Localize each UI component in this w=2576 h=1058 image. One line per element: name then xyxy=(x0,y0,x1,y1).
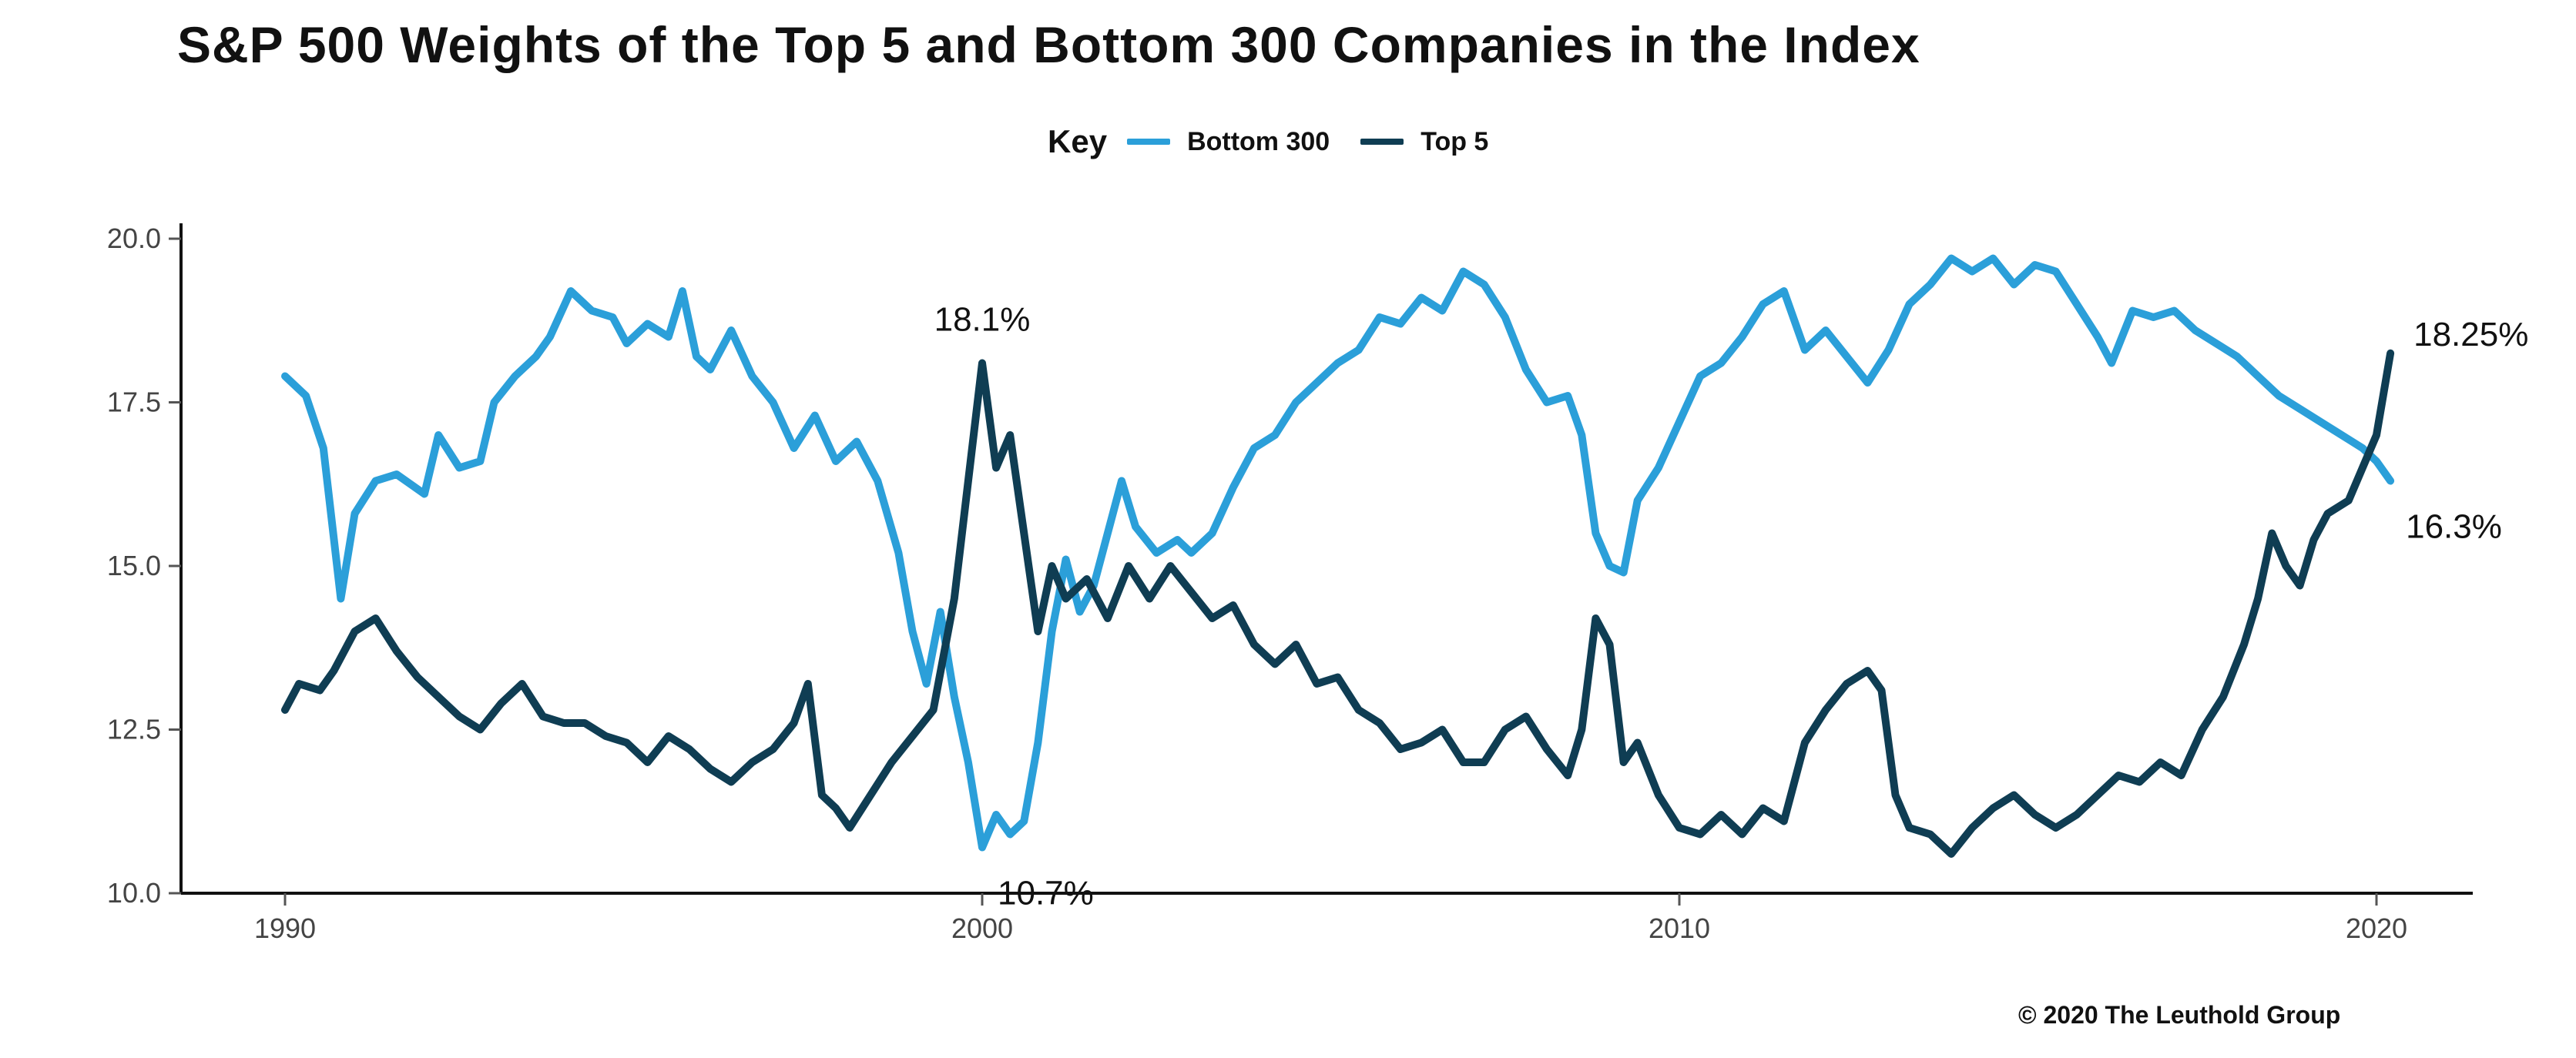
x-axis-ticks: 1990 2000 2010 2020 xyxy=(254,893,2407,944)
copyright-notice: © 2020 The Leuthold Group xyxy=(2018,1001,2341,1029)
x-tick-label: 2020 xyxy=(2346,912,2407,944)
annotation-label: 10.7% xyxy=(998,875,1094,912)
annotation-label: 18.1% xyxy=(934,301,1031,339)
series-group xyxy=(281,254,2395,858)
annotation-label: 16.3% xyxy=(2406,508,2502,546)
legend-item-top-5: Top 5 xyxy=(1360,127,1488,157)
x-tick-label: 2010 xyxy=(1649,912,1710,944)
legend-swatch-top-5 xyxy=(1360,139,1404,145)
y-tick-label: 20.0 xyxy=(107,223,161,254)
y-tick-label: 10.0 xyxy=(107,877,161,909)
series-line-bottom-300 xyxy=(281,254,2395,852)
legend-item-bottom-300: Bottom 300 xyxy=(1127,127,1330,157)
legend-label-bottom-300: Bottom 300 xyxy=(1187,126,1330,156)
x-tick-label: 1990 xyxy=(254,912,316,944)
legend-label-top-5: Top 5 xyxy=(1420,126,1489,156)
annotations: 18.1% 10.7% 18.25% 16.3% xyxy=(934,301,2529,912)
chart-title: S&P 500 Weights of the Top 5 and Bottom … xyxy=(177,16,1920,73)
annotation-label: 18.25% xyxy=(2413,316,2528,353)
x-tick-label: 2000 xyxy=(951,912,1013,944)
y-axis-ticks: 10.0 12.5 15.0 17.5 20.0 xyxy=(107,223,181,909)
legend-swatch-bottom-300 xyxy=(1127,139,1171,145)
axes xyxy=(179,223,2473,895)
series-line-top-5 xyxy=(281,349,2395,858)
legend-title: Key xyxy=(1048,123,1108,159)
legend: Key Bottom 300 Top 5 xyxy=(1048,123,1519,160)
y-tick-label: 17.5 xyxy=(107,387,161,418)
y-tick-label: 12.5 xyxy=(107,714,161,745)
y-tick-label: 15.0 xyxy=(107,550,161,581)
